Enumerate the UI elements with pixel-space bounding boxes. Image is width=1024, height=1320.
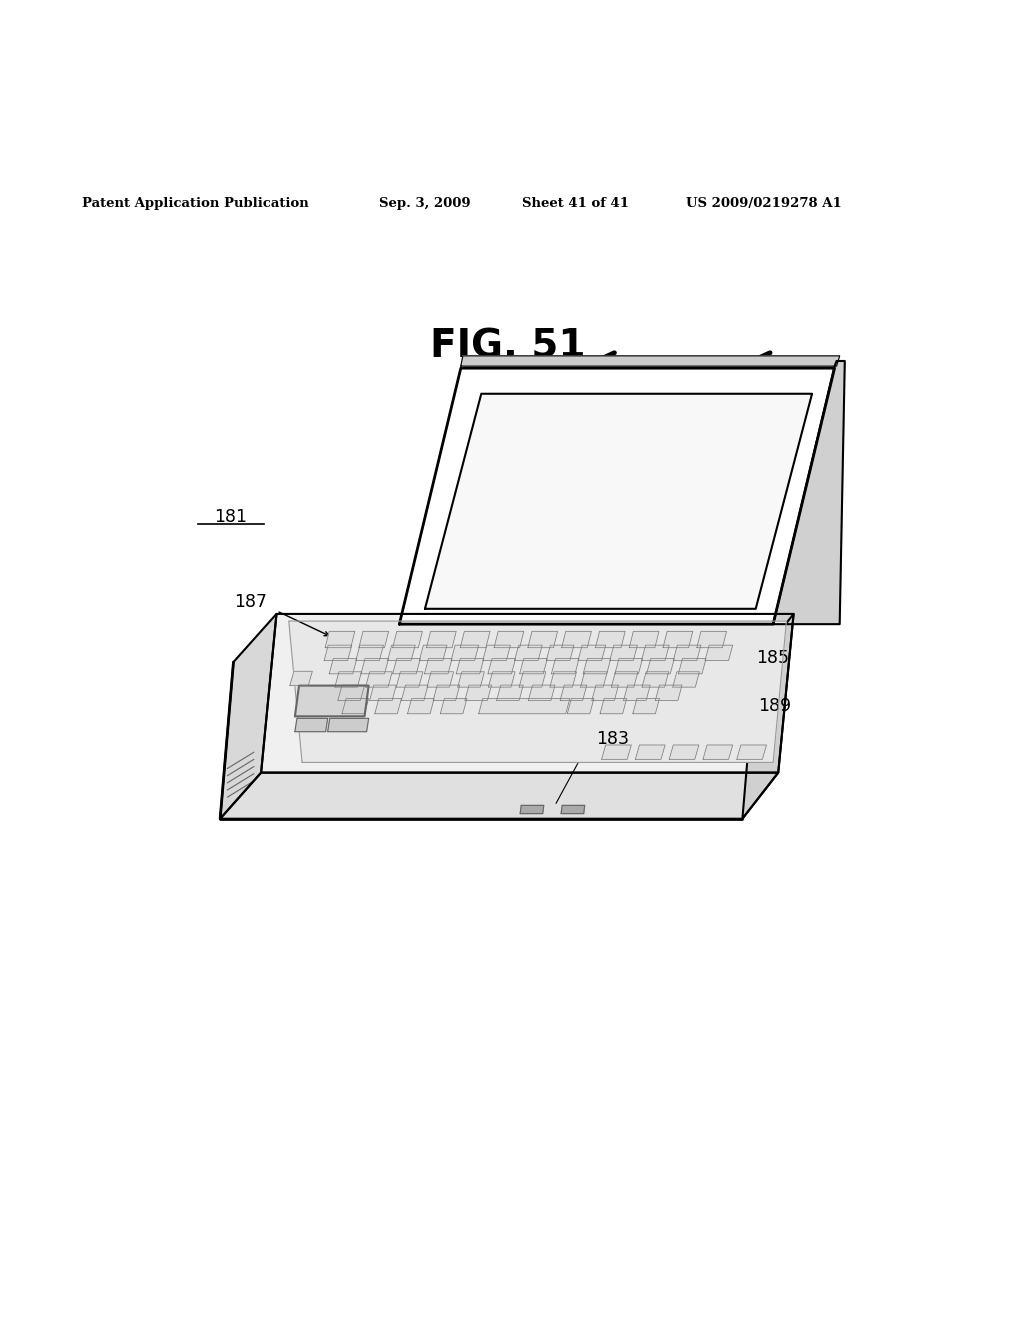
- Polygon shape: [561, 805, 585, 813]
- Polygon shape: [360, 659, 389, 673]
- Polygon shape: [399, 368, 835, 624]
- Polygon shape: [520, 805, 544, 813]
- Polygon shape: [497, 685, 523, 701]
- Polygon shape: [647, 659, 674, 673]
- Polygon shape: [629, 631, 659, 648]
- Polygon shape: [528, 631, 557, 648]
- Polygon shape: [451, 645, 479, 660]
- Polygon shape: [461, 356, 840, 366]
- Polygon shape: [457, 659, 484, 673]
- Polygon shape: [483, 645, 510, 660]
- Text: US 2009/0219278 A1: US 2009/0219278 A1: [686, 197, 842, 210]
- Polygon shape: [600, 698, 627, 714]
- Polygon shape: [697, 631, 727, 648]
- Polygon shape: [295, 718, 328, 731]
- Polygon shape: [567, 698, 594, 714]
- Polygon shape: [611, 672, 638, 688]
- Polygon shape: [674, 645, 700, 660]
- Polygon shape: [366, 672, 392, 688]
- Polygon shape: [427, 672, 454, 688]
- Polygon shape: [519, 672, 546, 688]
- Polygon shape: [289, 622, 786, 763]
- Polygon shape: [615, 659, 643, 673]
- Polygon shape: [678, 659, 706, 673]
- Polygon shape: [705, 645, 732, 660]
- Polygon shape: [773, 360, 845, 624]
- Polygon shape: [642, 672, 669, 688]
- Polygon shape: [596, 631, 625, 648]
- Text: Sep. 3, 2009: Sep. 3, 2009: [379, 197, 470, 210]
- Polygon shape: [342, 698, 369, 714]
- Polygon shape: [427, 631, 457, 648]
- Polygon shape: [393, 631, 423, 648]
- Polygon shape: [335, 672, 361, 688]
- Polygon shape: [592, 685, 618, 701]
- Polygon shape: [552, 659, 580, 673]
- Polygon shape: [547, 645, 573, 660]
- Polygon shape: [584, 659, 610, 673]
- Polygon shape: [220, 772, 778, 818]
- Polygon shape: [370, 685, 396, 701]
- Polygon shape: [261, 614, 794, 772]
- Text: Sheet 41 of 41: Sheet 41 of 41: [522, 197, 629, 210]
- Polygon shape: [408, 698, 434, 714]
- Polygon shape: [560, 685, 587, 701]
- Polygon shape: [393, 659, 421, 673]
- Polygon shape: [479, 698, 569, 714]
- Polygon shape: [633, 698, 659, 714]
- Polygon shape: [324, 645, 352, 660]
- Polygon shape: [673, 672, 699, 688]
- Polygon shape: [602, 744, 631, 759]
- Polygon shape: [737, 744, 766, 759]
- Polygon shape: [461, 631, 490, 648]
- Polygon shape: [425, 659, 453, 673]
- Polygon shape: [290, 672, 312, 685]
- Polygon shape: [420, 645, 447, 660]
- Polygon shape: [330, 659, 357, 673]
- Text: Patent Application Publication: Patent Application Publication: [82, 197, 308, 210]
- Text: 183: 183: [596, 730, 629, 748]
- Polygon shape: [220, 614, 276, 818]
- Polygon shape: [624, 685, 650, 701]
- Polygon shape: [465, 685, 492, 701]
- Polygon shape: [425, 393, 812, 609]
- Polygon shape: [326, 631, 355, 648]
- Polygon shape: [387, 645, 416, 660]
- Polygon shape: [520, 659, 547, 673]
- Text: 185: 185: [756, 649, 788, 667]
- Polygon shape: [375, 698, 401, 714]
- Polygon shape: [528, 685, 555, 701]
- Polygon shape: [295, 685, 369, 717]
- Polygon shape: [635, 744, 666, 759]
- Polygon shape: [328, 718, 369, 731]
- Polygon shape: [655, 685, 682, 701]
- Polygon shape: [581, 672, 607, 688]
- Polygon shape: [433, 685, 460, 701]
- Polygon shape: [494, 631, 523, 648]
- Polygon shape: [358, 631, 389, 648]
- Text: 189: 189: [758, 697, 791, 715]
- Polygon shape: [488, 672, 515, 688]
- Polygon shape: [487, 659, 515, 673]
- Polygon shape: [440, 698, 467, 714]
- Polygon shape: [515, 645, 543, 660]
- Polygon shape: [742, 614, 794, 818]
- Polygon shape: [550, 672, 577, 688]
- Polygon shape: [401, 685, 428, 701]
- Polygon shape: [702, 744, 732, 759]
- Polygon shape: [338, 685, 365, 701]
- Text: FIG. 51: FIG. 51: [430, 327, 586, 366]
- Polygon shape: [396, 672, 423, 688]
- Polygon shape: [664, 631, 692, 648]
- Polygon shape: [641, 645, 670, 660]
- Polygon shape: [356, 645, 383, 660]
- Text: 181: 181: [214, 508, 247, 525]
- Polygon shape: [562, 631, 592, 648]
- Polygon shape: [610, 645, 637, 660]
- Polygon shape: [458, 672, 484, 688]
- Text: 187: 187: [234, 593, 267, 611]
- Polygon shape: [670, 744, 698, 759]
- Polygon shape: [579, 645, 606, 660]
